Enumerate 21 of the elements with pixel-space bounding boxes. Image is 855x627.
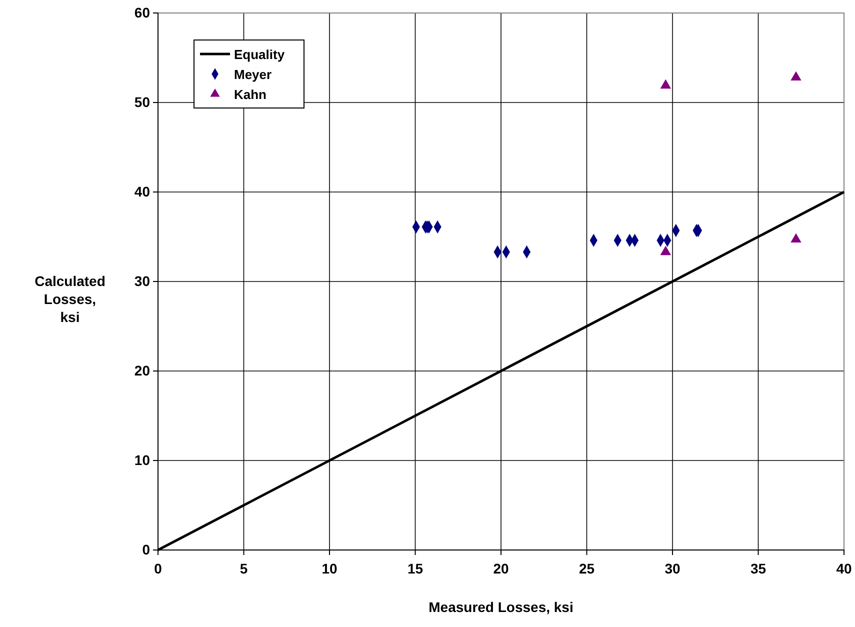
x-tick-label: 30 — [664, 560, 680, 576]
legend-label: Meyer — [234, 67, 272, 82]
x-tick-label: 25 — [578, 560, 595, 576]
legend-label: Equality — [234, 47, 286, 62]
y-tick-label: 60 — [134, 4, 150, 20]
x-tick-label: 0 — [154, 560, 162, 576]
x-tick-label: 10 — [322, 560, 338, 576]
x-axis-title: Measured Losses, ksi — [428, 599, 574, 615]
y-tick-label: 20 — [134, 362, 150, 378]
legend-label: Kahn — [234, 87, 267, 102]
y-tick-label: 40 — [134, 183, 150, 200]
y-tick-label: 0 — [142, 541, 150, 558]
x-tick-label: 20 — [493, 560, 509, 576]
y-tick-label: 30 — [134, 272, 150, 289]
y-tick-label: 10 — [134, 452, 150, 468]
y-axis-title: Calculated Losses, ksi — [34, 272, 106, 326]
x-tick-label: 5 — [240, 560, 248, 576]
y-tick-label: 50 — [134, 94, 150, 110]
x-tick-label: 35 — [750, 560, 766, 576]
x-tick-label: 15 — [407, 560, 424, 576]
x-tick-label: 40 — [836, 560, 852, 576]
